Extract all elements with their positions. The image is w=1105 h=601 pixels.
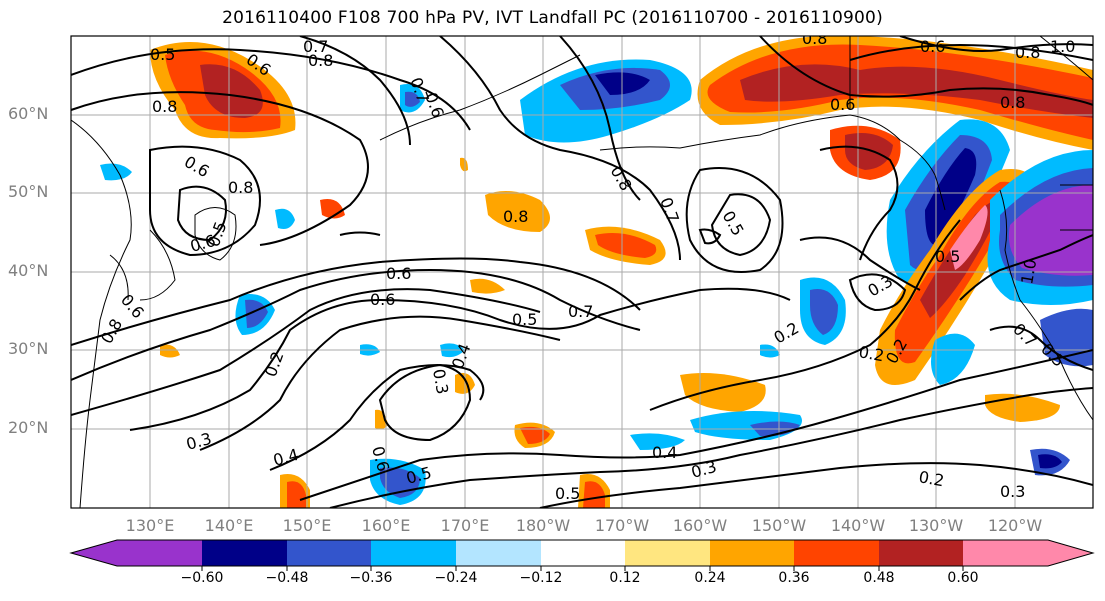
contour-label: 0.8 (228, 178, 253, 197)
contour-label: 0.8 (1000, 93, 1025, 112)
contour-label: 1.0 (1017, 257, 1040, 285)
lon-label: 150°W (751, 516, 807, 535)
colorbar-segment (287, 540, 371, 566)
colorbar-segment (202, 540, 287, 566)
contour-label: 0.8 (152, 97, 177, 116)
lon-label: 150°E (282, 516, 332, 535)
colorbar-segment (879, 540, 963, 566)
map-frame (70, 35, 1094, 509)
contour-label: 0.2 (857, 342, 885, 365)
contour-label: 0.8 (308, 51, 333, 70)
contour-label: 0.5 (150, 45, 175, 64)
contour-label: 1.0 (1050, 37, 1075, 56)
contour-label: 0.8 (503, 207, 528, 226)
colorbar-segment (541, 540, 625, 566)
lon-label: 170°E (440, 516, 490, 535)
contour-label: 0.6 (920, 37, 945, 56)
lon-label: 130°W (908, 516, 964, 535)
lon-label: 160°E (361, 516, 411, 535)
lat-label: 30°N (8, 339, 49, 358)
contour-label: 0.6 (386, 264, 411, 283)
contour-label: 0.8 (802, 29, 827, 48)
colorbar-tick-label: 0.48 (863, 570, 895, 586)
lon-label: 170°W (594, 516, 650, 535)
contour-label: 0.3 (429, 367, 452, 395)
contour-label: 0.6 (370, 290, 395, 309)
colorbar-tick-label: −0.12 (519, 570, 563, 586)
colorbar-segment (371, 540, 456, 566)
colorbar-segment (71, 540, 202, 566)
colorbar (69, 539, 1095, 571)
lon-label: 120°W (987, 516, 1043, 535)
shaded-field (100, 36, 1093, 508)
contour-label: 0.5 (555, 484, 580, 503)
contour-label: 0.6 (830, 95, 855, 114)
colorbar-segment (456, 540, 541, 566)
colorbar-segment (625, 540, 710, 566)
colorbar-tick-label: 0.12 (609, 570, 641, 586)
contour-label: 0.5 (935, 247, 960, 266)
lon-label: 140°E (204, 516, 254, 535)
contour-label: 0.7 (303, 37, 328, 56)
contour-label: 0.5 (512, 310, 537, 329)
contour-label: 0.8 (1015, 43, 1040, 62)
colorbar-tick-label: 0.36 (778, 570, 810, 586)
colorbar-tick-label: −0.48 (265, 570, 309, 586)
contour-label: 0.3 (1000, 482, 1025, 501)
colorbar-segment (963, 540, 1093, 566)
colorbar-tick-label: 0.60 (947, 570, 979, 586)
contour-label: 0.2 (917, 467, 945, 490)
colorbar-outline (69, 539, 1095, 567)
contour-label: 0.7 (568, 302, 593, 321)
colorbar-segment (710, 540, 794, 566)
lon-label: 140°W (830, 516, 886, 535)
colorbar-tick-label: −0.60 (180, 570, 224, 586)
lat-label: 60°N (8, 104, 49, 123)
chart-title: 2016110400 F108 700 hPa PV, IVT Landfall… (222, 8, 883, 28)
lon-label: 180°W (515, 516, 571, 535)
colorbar-segment (794, 540, 879, 566)
colorbar-tick-label: 0.24 (694, 570, 726, 586)
lon-label: 130°E (125, 516, 175, 535)
lat-label: 50°N (8, 182, 49, 201)
colorbar-tick-label: −0.36 (349, 570, 393, 586)
colorbar-tick-label: −0.24 (434, 570, 478, 586)
contours (71, 36, 1093, 508)
lat-label: 40°N (8, 261, 49, 280)
contour-label: 0.4 (652, 443, 677, 462)
lon-label: 160°W (672, 516, 728, 535)
lat-label: 20°N (8, 418, 49, 437)
